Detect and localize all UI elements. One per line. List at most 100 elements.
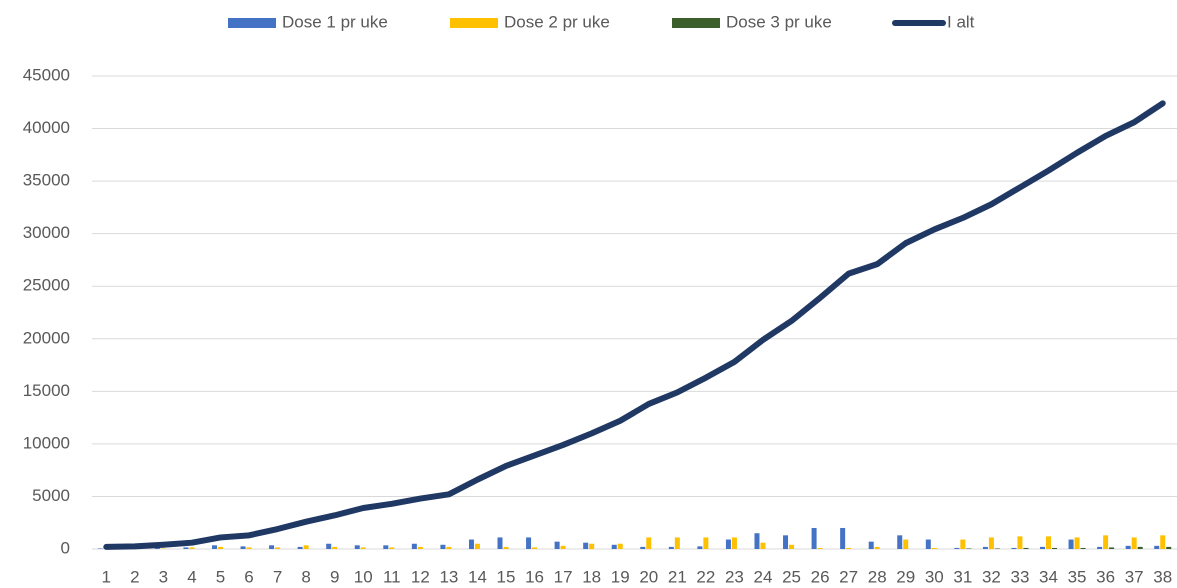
y-tick-label: 40000: [23, 118, 70, 137]
bar: [725, 539, 731, 549]
bar: [1023, 547, 1029, 549]
bar: [789, 544, 795, 549]
x-tick-label: 8: [301, 567, 310, 586]
bar: [240, 546, 246, 549]
x-tick-label: 18: [582, 567, 601, 586]
y-tick-label: 10000: [23, 433, 70, 452]
bar: [440, 544, 446, 549]
bar: [1154, 545, 1160, 549]
x-tick-label: 3: [159, 567, 168, 586]
bar: [982, 546, 988, 549]
x-tick-label: 17: [554, 567, 573, 586]
bar: [966, 548, 972, 549]
bar: [760, 542, 766, 549]
x-tick-label: 13: [439, 567, 458, 586]
legend-label: Dose 2 pr uke: [504, 12, 610, 31]
bar: [811, 527, 817, 549]
bar: [925, 539, 931, 549]
y-tick-label: 15000: [23, 381, 70, 400]
x-tick-label: 2: [130, 567, 139, 586]
bar: [560, 545, 566, 549]
bar: [1125, 545, 1131, 549]
x-tick-label: 20: [639, 567, 658, 586]
x-tick-label: 7: [273, 567, 282, 586]
x-tick-label: 32: [982, 567, 1001, 586]
bar: [497, 537, 503, 549]
bar: [446, 546, 452, 549]
x-tick-label: 19: [611, 567, 630, 586]
bar: [611, 544, 617, 549]
legend-label: Dose 1 pr uke: [282, 12, 388, 31]
y-tick-label: 30000: [23, 223, 70, 242]
legend-swatch: [672, 18, 720, 28]
x-tick-label: 12: [411, 567, 430, 586]
y-tick-label: 35000: [23, 171, 70, 190]
bar: [383, 545, 389, 549]
legend-swatch: [450, 18, 498, 28]
bar: [994, 548, 1000, 549]
bar: [954, 547, 960, 549]
bar: [275, 547, 281, 549]
x-tick-label: 23: [725, 567, 744, 586]
bar: [817, 547, 823, 549]
bar: [1011, 547, 1017, 549]
bar: [1052, 547, 1058, 549]
bar: [674, 537, 680, 549]
x-tick-label: 22: [696, 567, 715, 586]
x-tick-label: 25: [782, 567, 801, 586]
x-tick-label: 30: [925, 567, 944, 586]
bar: [1017, 536, 1023, 549]
bar: [1068, 539, 1074, 549]
bar: [668, 546, 674, 549]
bar: [503, 546, 509, 549]
x-tick-label: 26: [811, 567, 830, 586]
bar: [1040, 546, 1046, 549]
bar: [897, 535, 903, 549]
bar: [1109, 547, 1115, 549]
bar: [846, 547, 852, 549]
bar: [183, 547, 189, 549]
bar: [903, 539, 909, 549]
bar: [97, 548, 103, 549]
x-tick-label: 27: [839, 567, 858, 586]
bar: [246, 547, 252, 549]
x-tick-label: 21: [668, 567, 687, 586]
bar: [931, 547, 937, 549]
y-tick-label: 25000: [23, 276, 70, 295]
bar: [532, 547, 538, 549]
bar: [303, 545, 309, 549]
y-tick-label: 5000: [32, 486, 70, 505]
bar: [754, 533, 760, 549]
x-tick-label: 36: [1096, 567, 1115, 586]
x-tick-label: 31: [953, 567, 972, 586]
bar: [1131, 537, 1137, 549]
bar: [617, 543, 623, 549]
bar: [988, 537, 994, 549]
bar: [154, 547, 160, 549]
bar: [468, 539, 474, 549]
bar: [160, 548, 166, 549]
bar: [697, 546, 703, 549]
x-tick-label: 10: [354, 567, 373, 586]
bar: [417, 546, 423, 549]
x-tick-label: 16: [525, 567, 544, 586]
bar: [354, 545, 360, 549]
bar: [1137, 546, 1143, 549]
x-tick-label: 37: [1125, 567, 1144, 586]
bar: [474, 543, 480, 549]
bar: [1166, 546, 1172, 549]
bar: [411, 543, 417, 549]
bar: [783, 535, 789, 549]
x-tick-label: 24: [754, 567, 773, 586]
x-tick-label: 14: [468, 567, 487, 586]
legend-swatch: [228, 18, 276, 28]
bar: [189, 547, 195, 549]
bar: [389, 547, 395, 549]
bar: [211, 545, 217, 549]
x-tick-label: 29: [896, 567, 915, 586]
bar: [731, 537, 737, 549]
bar: [874, 546, 880, 549]
bar: [646, 537, 652, 549]
bar: [703, 537, 709, 549]
